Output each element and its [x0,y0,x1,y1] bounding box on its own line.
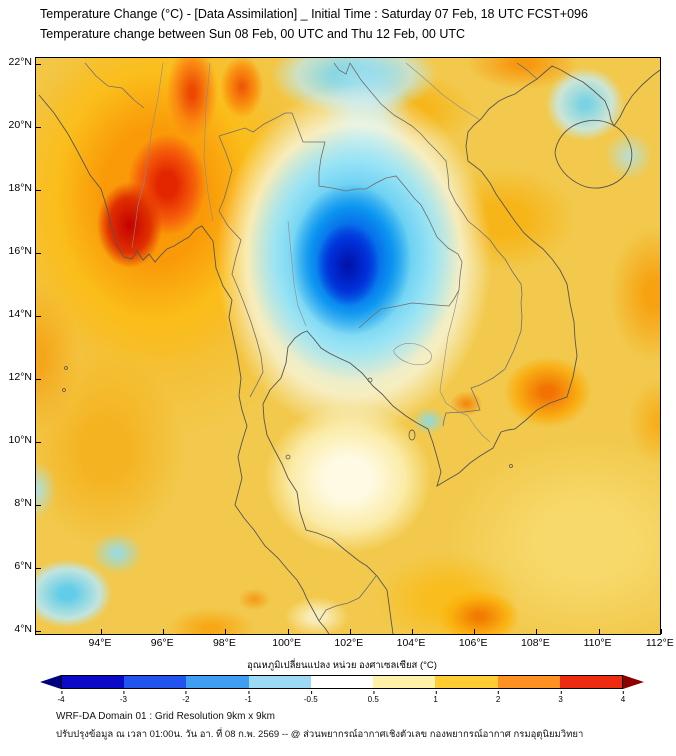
lon-label: 108°E [521,637,550,649]
irrawaddy-river [131,62,164,249]
lat-label: 12°N [8,371,32,383]
lon-tick [660,629,662,634]
colorbar-segment [62,676,125,688]
colorbar-tick-label: -4 [57,691,65,704]
lon-tick [536,629,538,634]
lat-tick [36,127,41,128]
colorbar-tick-label: -1 [244,691,252,704]
colorbar-segment [435,676,498,688]
salween-river [203,62,214,222]
lon-tick [163,629,165,634]
footer-domain-info: WRF-DA Domain 01 : Grid Resolution 9km x… [56,711,275,722]
colorbar-tick-label: 1 [433,691,438,704]
colorbar-segment [248,676,311,688]
island [408,429,416,441]
lon-label: 104°E [396,637,426,649]
lat-label: 10°N [8,434,32,446]
lat-label: 14°N [8,308,32,320]
lon-tick [101,629,102,634]
colorbar-segment [497,676,560,688]
lat-tick [36,253,41,254]
lon-tick [474,629,476,634]
lat-tick [36,190,41,191]
lat-tick [36,631,41,632]
colorbar-tick-label: 3 [558,691,563,704]
colorbar-segment [186,676,249,688]
page-title: Temperature Change (°C) - [Data Assimila… [40,7,588,21]
colorbar-segment [373,676,436,688]
colorbar-segment [310,676,374,688]
map-frame [35,57,662,635]
coastline-east [262,65,660,634]
colorbar-tick-label: 0.5 [367,691,379,704]
border-thailand-laos-cambodia [218,112,463,329]
colorbar-arrow-right [623,675,644,689]
lon-label: 100°E [272,637,301,649]
border-laos-vietnam-cambodia [349,62,523,427]
island [64,366,68,370]
lon-label: 96°E [150,637,174,649]
tonle-sap-lake [393,343,432,366]
lon-label: 102°E [334,637,364,649]
colorbar-segments [61,675,623,689]
lat-label: 20°N [8,119,32,131]
lat-tick [36,505,41,506]
lon-tick [287,629,289,634]
lon-label: 112°E [645,637,674,649]
lon-tick [225,629,227,634]
lon-tick [598,629,600,634]
lon-label: 106°E [458,637,488,649]
island [367,377,373,383]
coastline-borders-layer [38,62,660,634]
colorbar-segment [124,676,187,688]
mekong-river [439,289,491,443]
lat-label: 6°N [14,560,32,572]
lat-tick [36,64,41,65]
lon-tick [412,629,413,634]
colorbar-tick-label: 4 [620,691,626,704]
page-subtitle: Temperature change between Sun 08 Feb, 0… [40,27,466,41]
colorbar-tick-label: -3 [119,691,127,704]
lat-label: 16°N [8,245,32,257]
lon-label: 98°E [212,637,236,649]
lat-tick [36,442,41,443]
lon-tick [349,629,351,634]
colorbar-tick-label: 2 [495,691,501,704]
lat-tick [36,379,41,380]
coastline-west [38,94,330,634]
colorbar-tick-label: -2 [182,691,190,704]
colorbar [40,675,644,689]
lat-tick [36,316,41,317]
colorbar-ticks: -4 -3 -2 -1 -0.5 0.5 1 2 3 4 [57,691,626,705]
border-china-vietnam-laos [84,62,538,109]
chao-phraya-river [287,220,307,327]
lon-label: 94°E [88,637,112,649]
border-myanmar-thailand [218,135,264,398]
lat-label: 8°N [14,497,32,509]
island [509,464,513,468]
colorbar-arrow-left [40,675,61,689]
lat-label: 4°N [14,623,32,635]
border-thailand-malaysia [318,575,377,622]
red-river [405,62,481,121]
lat-label: 22°N [8,56,32,68]
island [285,454,291,460]
hainan-island [554,119,633,189]
lat-tick [36,568,41,569]
colorbar-tick-label: -0.5 [303,691,318,704]
island [62,388,66,392]
colorbar-label: อุณหภูมิเปลี่ยนแปลง หน่วย องศาเซลเซียส (… [247,660,437,671]
temperature-field [36,58,660,634]
lat-label: 18°N [8,182,32,194]
footer-credit: ปรับปรุงข้อมูล ณ เวลา 01:00น. วัน อา. ที… [56,729,584,740]
colorbar-segment [559,676,622,688]
lon-label: 110°E [583,637,612,649]
